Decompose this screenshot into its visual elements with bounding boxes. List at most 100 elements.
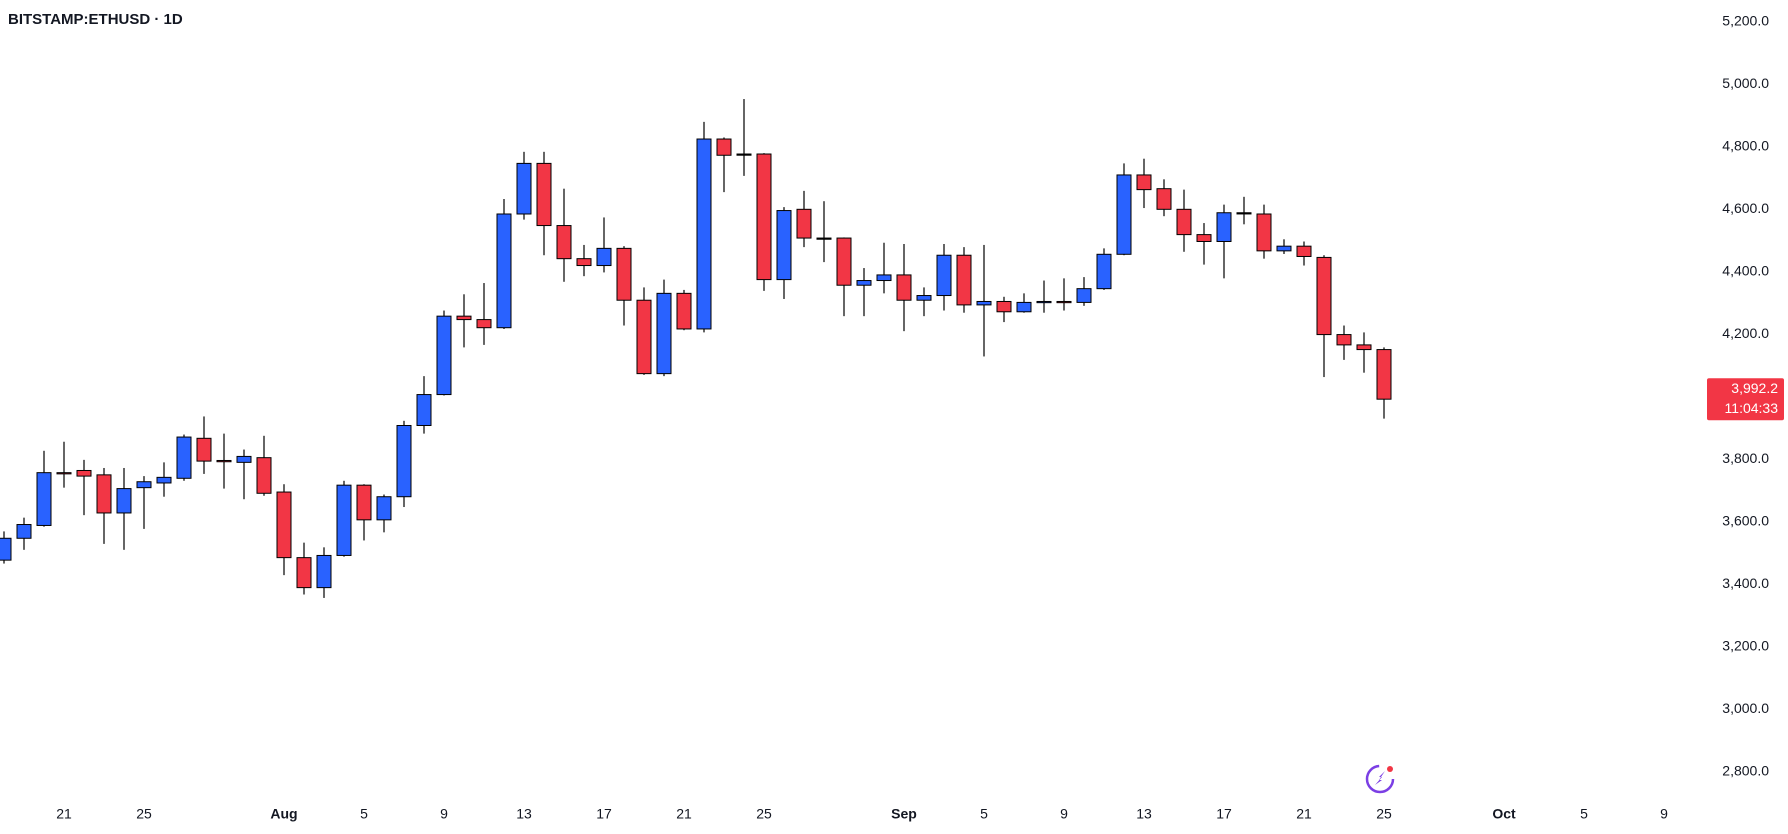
- candle-body: [996, 300, 1012, 313]
- candle-body: [36, 472, 52, 526]
- candle-body: [916, 295, 932, 301]
- chart-title: BITSTAMP:ETHUSD · 1D: [8, 11, 183, 28]
- candle-body: [1316, 256, 1332, 336]
- candle-body: [1336, 334, 1352, 346]
- y-tick-label: 4,800.0: [1722, 138, 1769, 154]
- candle-body: [236, 455, 252, 463]
- x-tick-label: 9: [440, 806, 448, 822]
- y-tick-label: 4,600.0: [1722, 200, 1769, 216]
- candle-body: [876, 274, 892, 282]
- candle-body: [276, 491, 292, 559]
- y-tick-label: 4,400.0: [1722, 262, 1769, 278]
- candle-body: [1096, 253, 1112, 290]
- candle-body: [496, 213, 512, 329]
- candle-body: [16, 524, 32, 539]
- candle-body: [76, 469, 92, 477]
- candle-body: [356, 484, 372, 521]
- candle-body: [1296, 245, 1312, 257]
- candle-body: [416, 394, 432, 426]
- y-tick-label: 2,800.0: [1722, 762, 1769, 778]
- candle-body: [376, 496, 392, 521]
- candle-body: [136, 481, 152, 489]
- candle-body: [1376, 349, 1392, 400]
- watermark-icon: [1365, 764, 1395, 794]
- candle-body: [936, 254, 952, 297]
- x-tick-label: 13: [516, 806, 532, 822]
- candle-body: [776, 210, 792, 281]
- candle-body: [756, 153, 772, 281]
- candle-body: [516, 162, 532, 215]
- candle-body: [0, 537, 12, 561]
- x-tick-label: 25: [756, 806, 772, 822]
- candle-body: [336, 484, 352, 556]
- candle-body: [656, 292, 672, 375]
- candle-body: [796, 208, 812, 239]
- x-tick-label: 21: [56, 806, 72, 822]
- candle-body: [256, 457, 272, 494]
- candle-body: [1216, 212, 1232, 242]
- y-tick-label: 3,800.0: [1722, 450, 1769, 466]
- candle-body: [396, 424, 412, 498]
- x-tick-label: 9: [1660, 806, 1668, 822]
- candle-body: [476, 319, 492, 329]
- candle-body: [436, 315, 452, 396]
- candle-body: [1116, 174, 1132, 255]
- candle-body: [976, 300, 992, 306]
- x-tick-label: 25: [1376, 806, 1392, 822]
- candle-body: [1136, 174, 1152, 191]
- x-tick-label: 17: [596, 806, 612, 822]
- candle-body: [816, 237, 832, 240]
- candle-body: [96, 474, 112, 514]
- x-tick-label: 25: [136, 806, 152, 822]
- candle-body: [836, 237, 852, 286]
- candle-body: [956, 254, 972, 306]
- x-tick-label: 9: [1060, 806, 1068, 822]
- candle-body: [556, 225, 572, 260]
- candle-body: [216, 459, 232, 463]
- price-tag-label: 3,992.2: [1731, 380, 1778, 396]
- y-tick-label: 3,200.0: [1722, 637, 1769, 653]
- candle-body: [616, 247, 632, 301]
- candle-body: [1276, 245, 1292, 252]
- candle-body: [196, 437, 212, 462]
- x-tick-label: 5: [360, 806, 368, 822]
- candle-body: [1156, 188, 1172, 210]
- y-tick-label: 5,000.0: [1722, 75, 1769, 91]
- y-tick-label: 3,400.0: [1722, 575, 1769, 591]
- candle-body: [1076, 288, 1092, 303]
- candle-body: [696, 138, 712, 330]
- candle-body: [156, 476, 172, 484]
- candle-body: [1036, 300, 1052, 304]
- x-tick-label: 5: [980, 806, 988, 822]
- candle-body: [1196, 234, 1212, 242]
- x-tick-label: 13: [1136, 806, 1152, 822]
- x-tick-label: 21: [1296, 806, 1312, 822]
- candle-body: [1256, 213, 1272, 252]
- x-tick-label: 17: [1216, 806, 1232, 822]
- candle-body: [296, 557, 312, 589]
- x-tick-label: Aug: [270, 806, 297, 822]
- candle-body: [736, 153, 752, 156]
- candle-body: [316, 554, 332, 589]
- candle-body: [596, 247, 612, 267]
- candle-body: [56, 472, 72, 475]
- x-tick-label: 5: [1580, 806, 1588, 822]
- y-tick-label: 5,200.0: [1722, 13, 1769, 29]
- countdown-label: 11:04:33: [1725, 400, 1779, 416]
- candle-body: [536, 162, 552, 227]
- y-tick-label: 3,000.0: [1722, 700, 1769, 716]
- x-tick-label: Oct: [1492, 806, 1516, 822]
- candle-body: [116, 488, 132, 514]
- candle-body: [856, 280, 872, 286]
- candle-body: [676, 292, 692, 330]
- candle-body: [456, 315, 472, 321]
- candle-body: [716, 138, 732, 156]
- x-tick-label: 21: [676, 806, 692, 822]
- candle-body: [176, 436, 192, 479]
- x-tick-label: Sep: [891, 806, 917, 822]
- candle-body: [1236, 212, 1252, 215]
- candle-body: [1176, 208, 1192, 236]
- candle-body: [896, 274, 912, 301]
- y-tick-label: 4,200.0: [1722, 325, 1769, 341]
